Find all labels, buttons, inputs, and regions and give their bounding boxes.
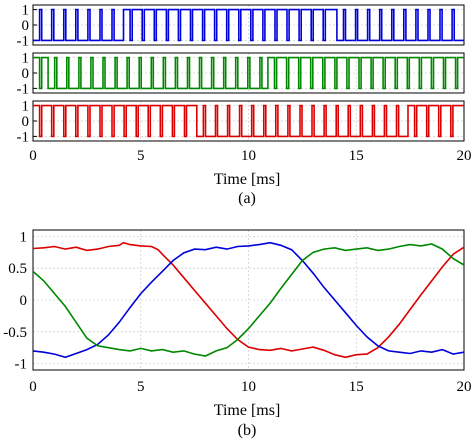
signal-line-3 <box>33 104 464 138</box>
panel-a-caption: (a) <box>238 190 256 207</box>
x-tick-label: 15 <box>349 379 364 395</box>
x-tick-label: 0 <box>29 148 37 164</box>
y-tick-label: 1 <box>22 99 30 115</box>
y-tick-label: 1 <box>20 229 28 245</box>
axes-frame <box>32 229 465 371</box>
panel-b-caption: (b) <box>238 422 257 439</box>
x-tick-label: 5 <box>137 148 145 164</box>
y-tick-label: -1 <box>17 33 30 49</box>
y-tick-label: 0 <box>22 18 30 34</box>
y-tick-label: 0.5 <box>8 261 27 277</box>
panel-b-xlabel: Time [ms] <box>214 402 281 419</box>
y-tick-label: 0 <box>22 66 30 82</box>
y-tick-label: -1 <box>17 81 30 97</box>
series-line-3 <box>32 243 465 357</box>
signal-line-1 <box>33 8 464 42</box>
series-line-2 <box>32 241 465 359</box>
y-tick-label: -1 <box>15 357 28 373</box>
x-tick-label: 20 <box>457 148 472 164</box>
y-tick-label: 1 <box>22 51 30 67</box>
y-tick-label: -1 <box>17 129 30 145</box>
y-tick-label: -0.5 <box>3 325 27 341</box>
x-tick-label: 0 <box>29 379 37 395</box>
signal-line-2 <box>33 56 464 90</box>
y-tick-label: 0 <box>20 293 28 309</box>
y-tick-label: 0 <box>22 114 30 130</box>
panel-a-xlabel: Time [ms] <box>214 171 281 188</box>
x-tick-label: 20 <box>457 379 472 395</box>
y-tick-label: 1 <box>22 3 30 19</box>
x-tick-label: 15 <box>349 148 364 164</box>
x-tick-label: 10 <box>241 379 256 395</box>
x-tick-label: 5 <box>137 379 145 395</box>
panel-b: 10.50-0.5-10 5 10 15 20 <box>3 229 471 395</box>
panel-a: 10-110-110-10 5 10 15 20 <box>17 3 472 164</box>
x-tick-label: 10 <box>241 148 256 164</box>
